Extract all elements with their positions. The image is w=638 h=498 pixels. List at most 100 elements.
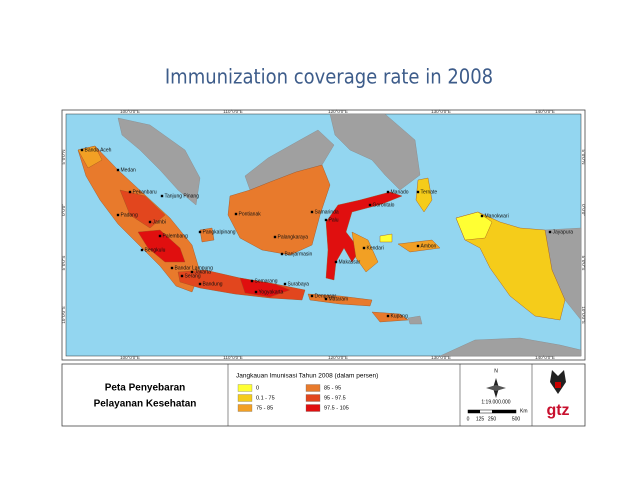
se-sulawesi — [351, 231, 379, 273]
city-marker — [368, 203, 372, 207]
city-label: Samarinda — [315, 209, 339, 215]
australia — [439, 337, 582, 357]
lat-label: 5°0'0"S — [581, 256, 586, 271]
city-marker — [386, 190, 390, 194]
legend-swatch — [237, 404, 253, 412]
legend-label: 97.5 - 105 — [324, 405, 349, 411]
city-label: Bandung — [203, 281, 223, 287]
city-marker — [234, 212, 238, 216]
city-label: Pontianak — [239, 211, 262, 217]
riau — [119, 189, 166, 229]
lon-label: 140°0'0"E — [535, 109, 555, 114]
city-label: Banjarmasin — [285, 251, 313, 257]
land — [77, 113, 582, 357]
city-label: Palangkaraya — [278, 234, 309, 240]
city-marker — [280, 252, 284, 256]
city-marker — [254, 290, 258, 294]
panel-title: Peta Penyebaran — [105, 383, 186, 394]
city-marker — [310, 294, 314, 298]
city-marker — [160, 194, 164, 198]
legend-swatch — [237, 384, 253, 392]
city-marker — [140, 248, 144, 252]
lon-label: 140°0'0"E — [535, 355, 555, 360]
city-marker — [250, 279, 254, 283]
city-label: Manokwari — [485, 213, 509, 219]
legend-panel — [61, 363, 586, 427]
legend-heading: Jangkauan Imunisasi Tahun 2008 (dalam pe… — [236, 373, 378, 380]
lat-label: 0°0'0" — [61, 204, 66, 216]
city-label: Manado — [391, 189, 409, 195]
city-marker — [80, 148, 84, 152]
scale-unit: Km — [520, 408, 528, 414]
city-marker — [480, 214, 484, 218]
coordinates: 100°0'0"E 100°0'0"E 110°0'0"E 110°0'0"E 120°… — [61, 109, 586, 360]
legend-label: 95 - 97.5 — [324, 395, 346, 401]
legend-swatch — [305, 404, 321, 412]
city-marker — [416, 190, 420, 194]
lat-label: 0°0'0" — [581, 204, 586, 216]
legend-label: 85 - 95 — [324, 385, 341, 391]
lon-label: 130°0'0"E — [431, 355, 451, 360]
city-marker — [324, 297, 328, 301]
scale-tick: 250 — [488, 416, 497, 422]
city-marker — [324, 218, 328, 222]
city-label: Gorontalo — [373, 202, 395, 208]
scale-bar — [467, 409, 517, 414]
city-marker — [148, 220, 152, 224]
city-label: Tanjung Pinang — [165, 193, 200, 199]
lon-label: 110°0'0"E — [223, 355, 242, 360]
buru — [379, 233, 393, 243]
cities: Banda Aceh Medan Pekanbaru Tanjung Pinang Pa… — [80, 147, 574, 319]
city-label: Pekanbaru — [133, 189, 157, 195]
city-marker — [170, 266, 174, 270]
city-marker — [116, 168, 120, 172]
city-label: Kendari — [367, 245, 384, 251]
legend: 0 0.1 - 75 75 - 85 85 - 95 95 - 97.5 97.5 - 1… — [237, 384, 349, 412]
city-label: Jambi — [153, 219, 166, 225]
lat-label: 10°0'0"S — [581, 306, 586, 323]
city-label: Palu — [329, 217, 339, 223]
lat-label: 5°0'0"S — [61, 256, 66, 271]
legend-label: 0.1 - 75 — [256, 395, 275, 401]
city-label: Makassar — [339, 259, 361, 265]
scale-ratio: 1:19.000.000 — [481, 399, 510, 405]
city-label: Bengkulu — [145, 247, 166, 253]
lat-label: 10°0'0"S — [61, 306, 66, 323]
scale-tick: 500 — [512, 416, 521, 422]
city-marker — [362, 246, 366, 250]
scale-tick: 125 — [476, 416, 485, 422]
city-marker — [386, 314, 390, 318]
city-marker — [198, 282, 202, 286]
city-marker — [198, 230, 202, 234]
panel-title: Pelayanan Kesehatan — [94, 399, 197, 410]
lon-label: 130°0'0"E — [431, 109, 451, 114]
malaysia — [117, 117, 201, 206]
sulawesi — [325, 191, 403, 281]
city-marker — [310, 210, 314, 214]
central-java — [239, 277, 291, 298]
city-label: Medan — [121, 167, 137, 173]
city-marker — [334, 260, 338, 264]
legend-label: 75 - 85 — [256, 405, 273, 411]
city-label: Semarang — [255, 278, 278, 284]
timor-leste — [407, 315, 423, 325]
city-marker — [190, 270, 194, 274]
city-label: Bandar Lampung — [175, 265, 214, 271]
lon-label: 120°0'0"E — [328, 109, 348, 114]
lat-label: 5°0'0"N — [581, 149, 586, 164]
city-label: Jayapura — [553, 229, 574, 235]
west-papua — [455, 211, 493, 241]
lon-label: 100°0'0"E — [120, 355, 140, 360]
city-marker — [180, 274, 184, 278]
legend-swatch — [305, 394, 321, 402]
timor — [371, 311, 409, 323]
city-marker — [548, 230, 552, 234]
nusa-tenggara — [307, 293, 373, 307]
scale-ticks: 0 125 250 500 — [467, 416, 521, 422]
garuda — [550, 370, 566, 394]
kalimantan — [227, 164, 331, 256]
city-marker — [283, 282, 287, 286]
aceh — [77, 145, 103, 169]
lon-label: 100°0'0"E — [120, 109, 140, 114]
